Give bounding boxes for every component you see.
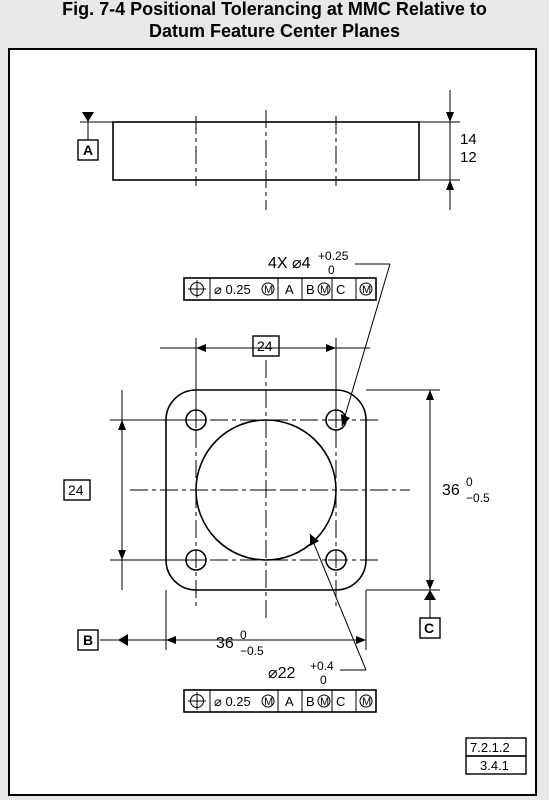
fcf-bore: ⌀ 0.25 M A B M C M (184, 690, 376, 712)
svg-text:⌀ 0.25: ⌀ 0.25 (214, 282, 251, 297)
dim-24-horiz: 24 (160, 336, 370, 410)
fcf-holes: ⌀ 0.25 M A B M C M (184, 278, 376, 300)
datum-b: B (78, 630, 128, 650)
svg-text:A: A (285, 282, 294, 297)
callout-holes: 4X ⌀4 +0.25 0 (268, 249, 390, 426)
svg-text:+0.4: +0.4 (310, 659, 334, 673)
ref-boxes: 7.2.1.2 3.4.1 (466, 738, 526, 774)
callout-bore: ⌀22 +0.4 0 (268, 534, 366, 687)
dim-height-upper: 14 (460, 131, 477, 148)
drawing-frame: 14 12 A 4X ⌀4 +0.25 0 (8, 48, 537, 796)
svg-text:3.4.1: 3.4.1 (480, 758, 509, 773)
svg-text:+0.25: +0.25 (318, 249, 349, 263)
svg-text:M: M (362, 696, 371, 708)
svg-text:36: 36 (442, 482, 460, 499)
svg-text:A: A (83, 142, 93, 158)
svg-text:M: M (320, 284, 329, 296)
svg-text:⌀ 0.25: ⌀ 0.25 (214, 694, 251, 709)
svg-text:⌀22: ⌀22 (268, 665, 296, 682)
svg-text:0: 0 (466, 475, 473, 489)
svg-text:−0.5: −0.5 (466, 491, 490, 505)
svg-text:M: M (320, 696, 329, 708)
svg-text:36: 36 (216, 635, 234, 652)
svg-text:−0.5: −0.5 (240, 644, 264, 658)
datum-c: C (420, 590, 440, 638)
drawing-canvas: 14 12 A 4X ⌀4 +0.25 0 (10, 50, 535, 794)
svg-text:M: M (264, 696, 273, 708)
svg-text:0: 0 (320, 673, 327, 687)
datum-a: A (78, 112, 113, 160)
svg-text:C: C (336, 282, 345, 297)
svg-text:C: C (424, 620, 434, 636)
dim-height-lower: 12 (460, 149, 477, 166)
svg-text:M: M (264, 284, 273, 296)
svg-text:C: C (336, 694, 345, 709)
figure-title-line2: Datum Feature Center Planes (0, 20, 549, 42)
svg-text:7.2.1.2: 7.2.1.2 (470, 740, 510, 755)
svg-text:24: 24 (68, 482, 84, 498)
dim-36-bottom: 36 0 −0.5 (100, 590, 366, 658)
svg-text:A: A (285, 694, 294, 709)
svg-text:B: B (306, 694, 315, 709)
svg-text:24: 24 (257, 338, 273, 354)
svg-text:B: B (306, 282, 315, 297)
svg-text:M: M (362, 284, 371, 296)
svg-text:B: B (83, 632, 93, 648)
figure-title-line1: Fig. 7-4 Positional Tolerancing at MMC R… (0, 0, 549, 20)
svg-text:0: 0 (328, 263, 335, 277)
dim-height: 14 12 (419, 90, 477, 210)
svg-text:0: 0 (240, 628, 247, 642)
svg-text:4X ⌀4: 4X ⌀4 (268, 255, 311, 272)
